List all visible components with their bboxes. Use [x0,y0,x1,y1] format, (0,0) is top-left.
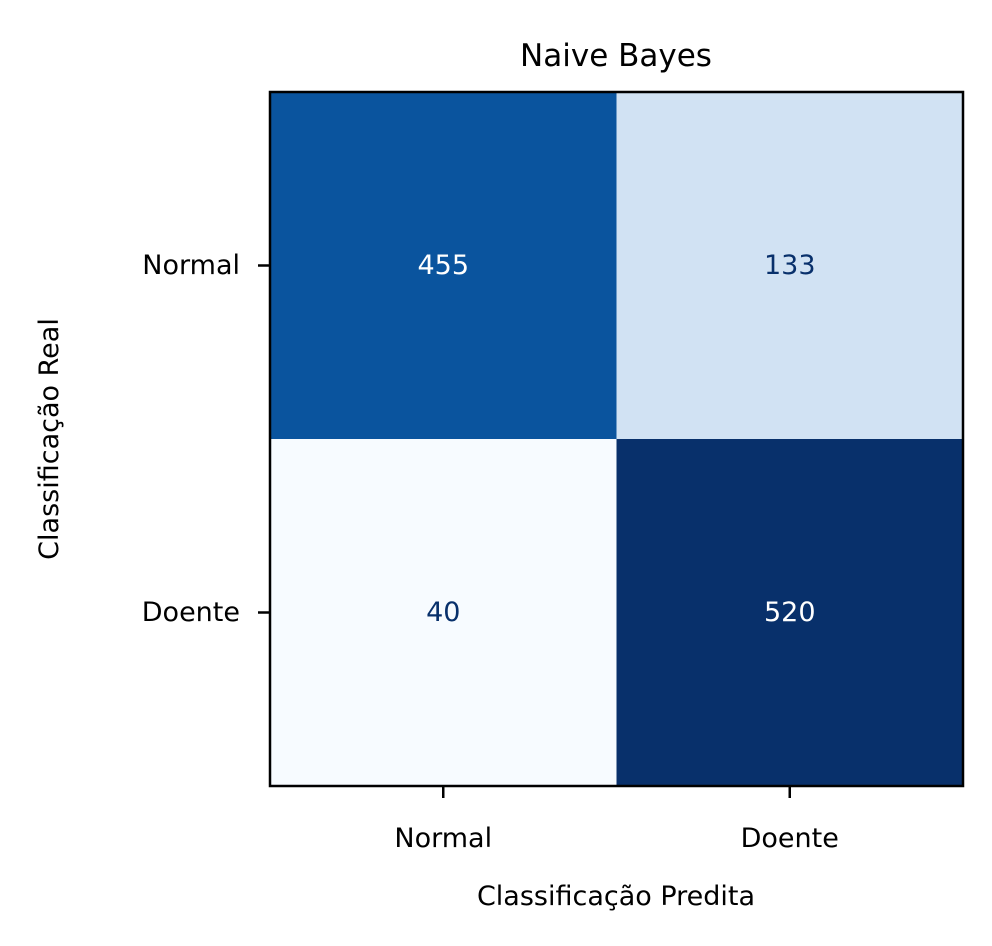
heatmap-cell [616,92,964,440]
y-tick-label: Doente [142,597,240,628]
cell-value-label: 40 [426,597,460,628]
cell-value-label: 133 [764,250,816,281]
cell-value-label: 455 [417,250,469,281]
heatmap-cell [270,439,617,787]
heatmap-cells [270,92,964,787]
x-tick-label: Normal [394,823,492,854]
plot-frame [268,90,965,788]
y-axis-label: Classificação Real [34,318,65,560]
cell-value-label: 520 [764,597,816,628]
cell-value-labels: 455 133 40 520 [417,250,815,628]
x-tick-label: Doente [741,823,839,854]
x-axis-label: Classificação Predita [477,881,755,912]
y-axis: Normal Doente [142,250,270,628]
heatmap-cell [616,439,964,787]
heatmap-cell [270,92,617,440]
x-axis: Normal Doente [394,786,839,854]
chart-title: Naive Bayes [520,38,712,74]
y-tick-label: Normal [142,250,240,281]
